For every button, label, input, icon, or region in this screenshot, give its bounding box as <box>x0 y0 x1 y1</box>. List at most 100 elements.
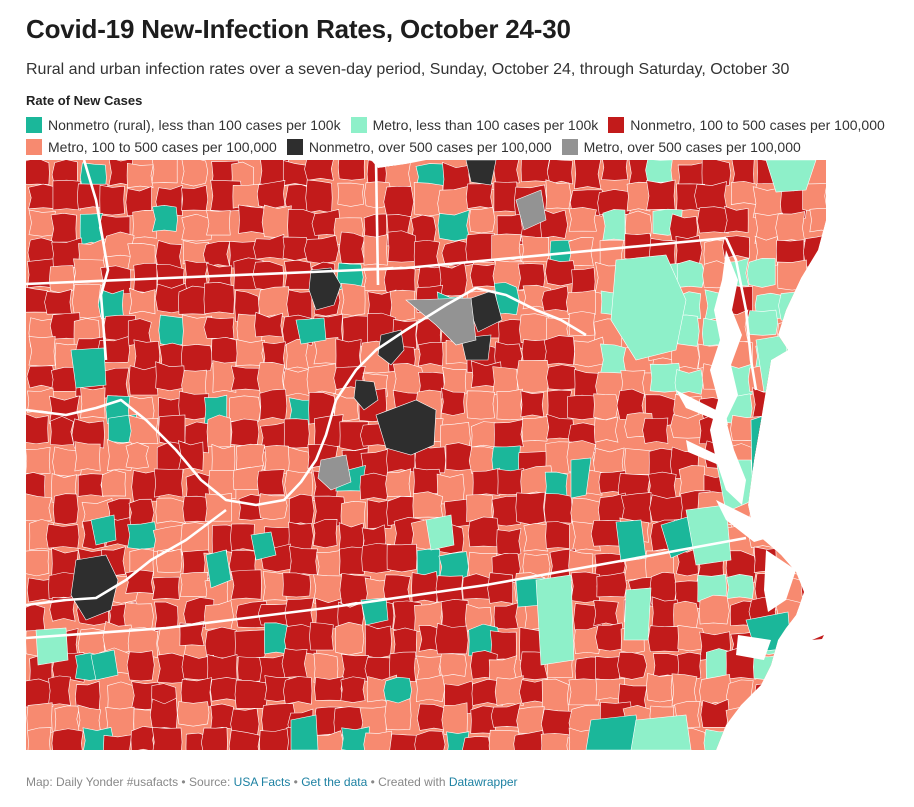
county <box>753 682 784 715</box>
county <box>126 650 155 682</box>
county <box>676 260 706 288</box>
county-cluster <box>610 254 687 361</box>
county <box>389 289 416 322</box>
county <box>439 653 467 677</box>
county <box>471 421 499 448</box>
county <box>26 160 50 185</box>
county <box>51 728 84 750</box>
legend-item-metro-low[interactable]: Metro, less than 100 cases per 100k <box>350 116 599 134</box>
county-map[interactable] <box>26 160 826 750</box>
legend-label: Metro, less than 100 cases per 100k <box>372 117 599 133</box>
legend-swatch <box>26 139 42 155</box>
county <box>228 729 261 750</box>
legend-item-metro-mid[interactable]: Metro, 100 to 500 cases per 100,000 <box>26 138 277 156</box>
legend-item-nonmetro-low[interactable]: Nonmetro (rural), less than 100 cases pe… <box>26 116 341 134</box>
legend-label: Metro, 100 to 500 cases per 100,000 <box>48 139 277 155</box>
county <box>545 179 572 210</box>
county <box>285 338 309 370</box>
county <box>755 728 785 750</box>
chesapeake-bay <box>710 250 746 505</box>
legend: Nonmetro (rural), less than 100 cases pe… <box>26 116 911 156</box>
county <box>212 360 237 393</box>
county <box>540 732 569 750</box>
county <box>442 366 467 396</box>
county <box>673 600 699 630</box>
footer-separator: • <box>290 775 302 789</box>
county <box>284 259 313 290</box>
county <box>27 727 52 750</box>
county <box>521 416 550 442</box>
county <box>493 602 519 630</box>
county <box>153 468 184 498</box>
county <box>801 629 826 660</box>
county <box>775 239 805 265</box>
county-cluster <box>765 160 817 193</box>
county-map-svg[interactable] <box>26 160 826 750</box>
legend-item-nonmetro-high[interactable]: Nonmetro, over 500 cases per 100,000 <box>286 138 552 156</box>
county <box>389 733 423 750</box>
county <box>809 547 826 578</box>
county <box>340 283 366 316</box>
county <box>804 368 826 404</box>
county <box>230 569 262 600</box>
county <box>26 365 55 389</box>
county <box>803 733 826 750</box>
county <box>286 289 313 319</box>
county <box>496 528 522 557</box>
county <box>808 673 826 706</box>
county <box>778 417 807 444</box>
county <box>102 620 133 654</box>
county <box>593 393 619 421</box>
county <box>26 549 50 577</box>
county <box>802 311 826 339</box>
county <box>496 388 524 421</box>
county <box>778 518 807 546</box>
county <box>802 517 826 551</box>
county <box>776 699 810 727</box>
county <box>677 651 702 681</box>
get-data-link[interactable]: Get the data <box>301 775 368 789</box>
county <box>487 572 514 604</box>
legend-title: Rate of New Cases <box>26 93 143 108</box>
county <box>784 491 809 520</box>
chart-title: Covid-19 New-Infection Rates, October 24… <box>26 14 571 44</box>
county <box>465 233 495 263</box>
county <box>211 443 236 473</box>
county <box>601 160 629 181</box>
county <box>437 209 470 242</box>
footer-credit: Map: Daily Yonder #usafacts • Source: <box>26 775 234 789</box>
county <box>44 289 72 315</box>
county <box>620 492 652 524</box>
county <box>383 185 414 220</box>
legend-item-nonmetro-mid[interactable]: Nonmetro, 100 to 500 cases per 100,000 <box>608 116 885 134</box>
datawrapper-link[interactable]: Datawrapper <box>448 775 518 789</box>
county <box>74 441 101 472</box>
county <box>130 726 156 750</box>
source-link[interactable]: USA Facts <box>233 775 291 789</box>
county-cluster <box>290 714 319 750</box>
county <box>461 736 492 750</box>
county <box>493 181 518 213</box>
county <box>782 681 812 708</box>
county <box>386 543 418 573</box>
county <box>258 493 288 520</box>
county <box>808 290 826 315</box>
county <box>48 675 71 706</box>
county <box>385 468 412 497</box>
water-features <box>676 250 824 660</box>
county <box>151 160 178 184</box>
county-cluster <box>425 514 455 551</box>
legend-item-metro-high[interactable]: Metro, over 500 cases per 100,000 <box>561 138 801 156</box>
county <box>543 335 575 366</box>
rappahannock-river <box>686 440 728 468</box>
county <box>151 727 183 750</box>
county <box>360 448 390 478</box>
county <box>513 730 544 750</box>
county <box>253 233 285 260</box>
county-cluster <box>615 519 647 563</box>
legend-label: Metro, over 500 cases per 100,000 <box>583 139 801 155</box>
county <box>440 599 469 632</box>
county <box>309 622 334 651</box>
county <box>516 360 550 393</box>
county <box>439 262 468 297</box>
